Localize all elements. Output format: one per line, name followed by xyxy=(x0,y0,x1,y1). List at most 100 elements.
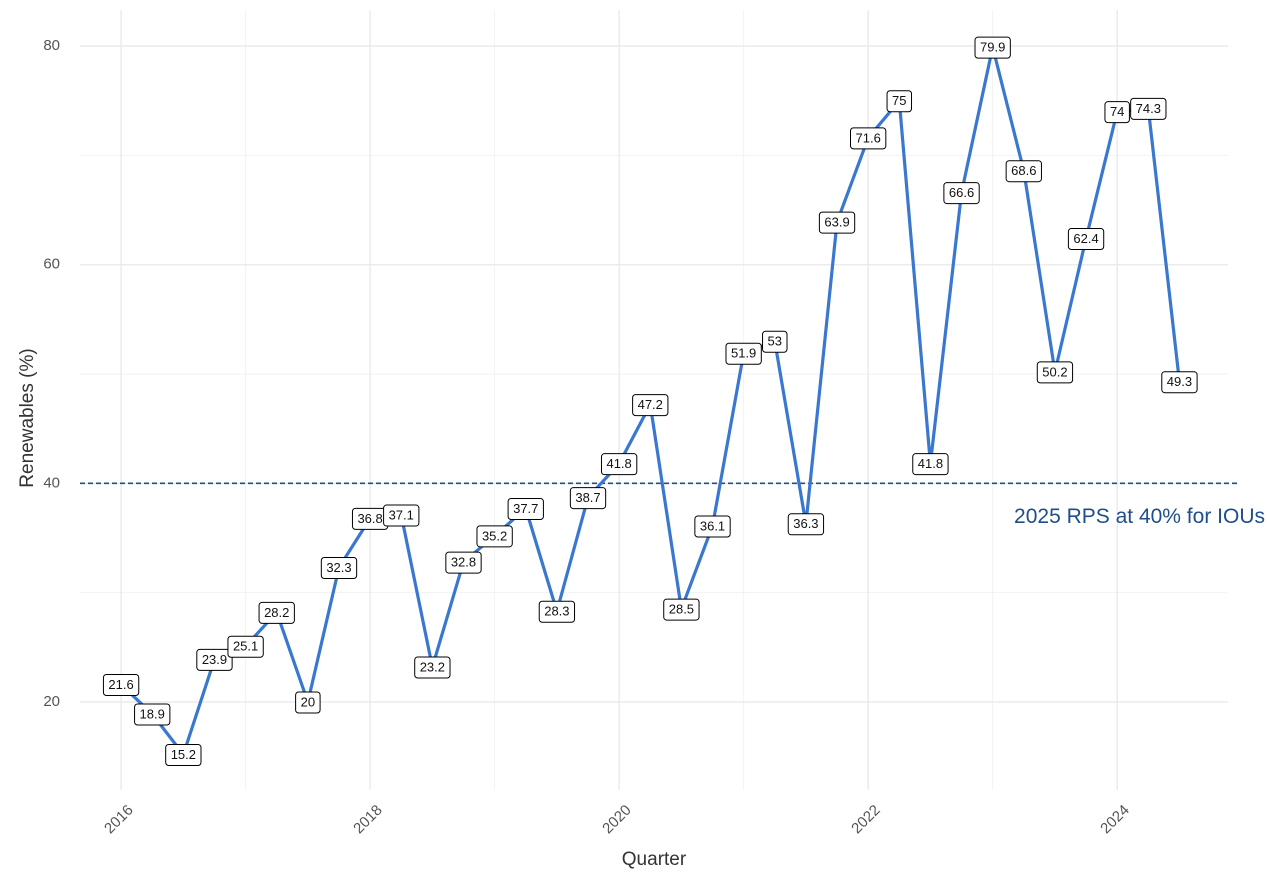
data-label: 36.1 xyxy=(694,515,731,538)
data-label: 53 xyxy=(762,330,788,353)
data-label-box xyxy=(1005,160,1042,183)
data-label: 41.8 xyxy=(912,453,949,476)
data-label: 74.3 xyxy=(1130,97,1167,120)
data-label-text: 51.9 xyxy=(731,346,756,361)
data-label-box xyxy=(787,513,825,536)
data-label-text: 20 xyxy=(301,694,315,709)
data-label-text: 53 xyxy=(768,334,782,349)
data-label-text: 74 xyxy=(1110,104,1124,119)
data-label-box xyxy=(414,656,451,679)
y-tick-label: 40 xyxy=(43,474,60,491)
data-label: 50.2 xyxy=(1036,361,1074,384)
data-label-box xyxy=(632,394,669,417)
data-label-box xyxy=(102,674,140,697)
data-label-box xyxy=(912,453,949,476)
data-label: 28.2 xyxy=(258,601,295,624)
data-label: 38.7 xyxy=(569,487,607,510)
data-label-box xyxy=(320,557,358,580)
data-label: 20 xyxy=(295,691,321,714)
x-tick-label: 2016 xyxy=(101,802,137,838)
data-label: 75 xyxy=(886,90,913,113)
data-label-box xyxy=(295,691,321,714)
data-label-text: 68.6 xyxy=(1011,163,1036,178)
data-label-text: 49.3 xyxy=(1167,374,1192,389)
data-label: 37.1 xyxy=(383,504,420,527)
data-label-box xyxy=(227,635,264,658)
data-label: 41.8 xyxy=(600,453,638,476)
data-label-text: 35.2 xyxy=(482,528,507,543)
data-label-box xyxy=(600,453,638,476)
data-label-text: 28.2 xyxy=(264,605,289,620)
data-label-text: 38.7 xyxy=(575,490,600,505)
x-tick-label: 2022 xyxy=(848,802,884,838)
x-tick-label: 2018 xyxy=(350,802,386,838)
reference-label: 2025 RPS at 40% for IOUs xyxy=(1014,505,1265,528)
data-label: 79.9 xyxy=(974,36,1011,59)
y-tick-label: 60 xyxy=(43,256,60,273)
data-label-box xyxy=(1161,371,1198,394)
data-label: 23.2 xyxy=(414,656,451,679)
data-label: 15.2 xyxy=(165,743,202,766)
data-label-text: 32.8 xyxy=(451,555,476,570)
y-tick-label: 80 xyxy=(43,37,60,54)
data-label-text: 41.8 xyxy=(918,456,943,471)
data-label-box xyxy=(258,601,295,624)
data-label-box xyxy=(507,498,544,521)
data-label-box xyxy=(762,330,788,353)
data-label-box xyxy=(445,551,482,574)
data-label: 63.9 xyxy=(818,211,856,234)
data-label: 49.3 xyxy=(1161,371,1198,394)
data-label: 25.1 xyxy=(227,635,264,658)
data-label-text: 41.8 xyxy=(606,456,631,471)
data-label-text: 28.5 xyxy=(669,602,694,617)
data-label-text: 21.6 xyxy=(108,677,133,692)
data-label-box xyxy=(134,703,171,726)
data-label-text: 25.1 xyxy=(233,639,258,654)
data-label-box xyxy=(1067,227,1105,250)
data-label: 28.3 xyxy=(538,600,576,623)
data-label-box xyxy=(725,342,762,365)
data-label-text: 50.2 xyxy=(1042,364,1067,379)
data-label-text: 37.7 xyxy=(513,501,538,516)
data-label: 51.9 xyxy=(725,342,762,365)
data-label-text: 36.8 xyxy=(357,511,382,526)
data-label-text: 47.2 xyxy=(638,397,663,412)
data-label: 35.2 xyxy=(476,525,513,548)
data-label-text: 36.1 xyxy=(700,518,725,533)
data-label-text: 63.9 xyxy=(824,215,849,230)
data-label-text: 79.9 xyxy=(980,40,1005,55)
data-label-text: 36.3 xyxy=(793,516,818,531)
data-label: 62.4 xyxy=(1067,227,1105,250)
data-label-box xyxy=(974,36,1011,59)
data-label: 66.6 xyxy=(943,182,980,205)
data-label-box xyxy=(1104,101,1130,124)
data-label-text: 18.9 xyxy=(140,706,165,721)
data-label-text: 62.4 xyxy=(1073,231,1098,246)
data-label-box xyxy=(943,182,980,205)
data-label-box xyxy=(196,648,233,671)
data-label-text: 74.3 xyxy=(1136,101,1161,116)
data-label: 74 xyxy=(1104,101,1130,124)
x-tick-label: 2020 xyxy=(599,802,635,838)
x-axis-title: Quarter xyxy=(622,849,687,870)
data-label-text: 23.9 xyxy=(202,652,227,667)
data-label-box xyxy=(569,487,607,510)
y-axis-title: Renewables (%) xyxy=(17,348,38,487)
data-label-text: 71.6 xyxy=(856,130,881,145)
data-label-text: 32.3 xyxy=(326,560,351,575)
data-label-box xyxy=(165,743,202,766)
x-tick-label: 2024 xyxy=(1097,802,1133,838)
data-label-box xyxy=(538,600,576,623)
data-label: 36.8 xyxy=(351,507,389,530)
data-label: 23.9 xyxy=(196,648,233,671)
data-label-box xyxy=(1036,361,1074,384)
data-label-box xyxy=(818,211,856,234)
data-label: 32.8 xyxy=(445,551,482,574)
data-label-box xyxy=(663,598,700,621)
data-label-text: 28.3 xyxy=(544,604,569,619)
data-label-text: 15.2 xyxy=(171,747,196,762)
data-label-box xyxy=(694,515,731,538)
data-label: 21.6 xyxy=(102,674,140,697)
data-label: 18.9 xyxy=(134,703,171,726)
